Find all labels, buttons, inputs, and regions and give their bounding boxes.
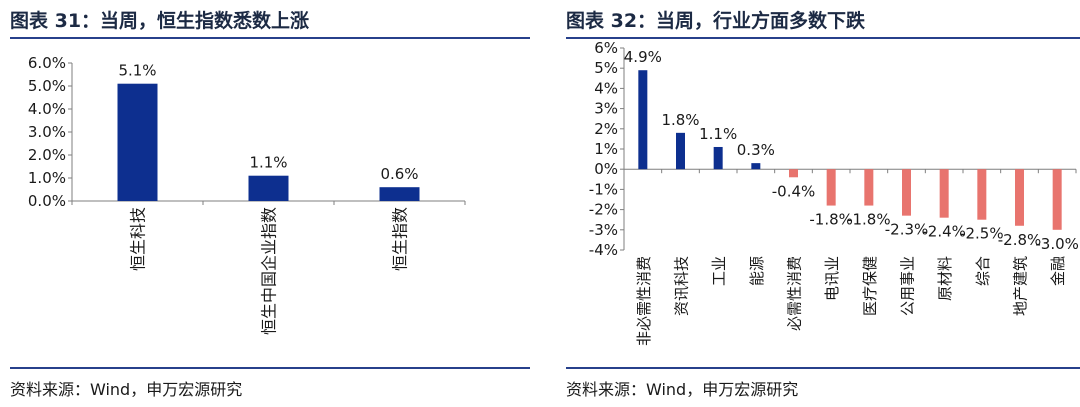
data-label: 1.1% [249, 154, 287, 172]
category-label: 医疗保健 [861, 256, 879, 316]
data-label: -0.4% [772, 182, 816, 200]
data-label: -2.4% [922, 223, 966, 241]
category-label: 综合 [974, 256, 992, 286]
y-tick-label: 3% [594, 100, 618, 118]
category-label: 资讯科技 [673, 256, 691, 316]
y-tick-label: 5% [594, 59, 618, 77]
y-tick-label: 4.0% [28, 100, 66, 118]
data-label: 0.6% [380, 165, 418, 183]
category-label: 金融 [1049, 256, 1067, 286]
y-tick-label: 6% [594, 39, 618, 57]
right-chart-title: 图表 32：当周，行业方面多数下跌 [566, 10, 866, 32]
category-label: 非必需性消费 [635, 256, 653, 346]
y-tick-label: 0% [594, 160, 618, 178]
left-source-note: 资料来源：Wind，申万宏源研究 [10, 380, 243, 399]
bar [864, 169, 874, 206]
y-tick-label: 1% [594, 140, 618, 158]
y-tick-label: 2% [594, 120, 618, 138]
right-source-note: 资料来源：Wind，申万宏源研究 [566, 380, 799, 399]
bar [977, 169, 987, 220]
bar [789, 169, 798, 178]
left-title-rule [10, 37, 530, 39]
y-tick-label: 0.0% [28, 192, 66, 210]
category-label: 恒生中国企业指数 [260, 207, 279, 335]
left-source-rule [10, 367, 530, 369]
category-label: 公用事业 [899, 256, 917, 316]
y-tick-label: -3% [589, 221, 618, 239]
bar [1015, 169, 1024, 226]
category-label: 地产建筑 [1012, 256, 1030, 316]
category-label: 恒生科技 [129, 207, 148, 271]
y-tick-label: 3.0% [28, 123, 66, 141]
y-tick-label: -2% [589, 201, 618, 219]
bar [117, 83, 158, 201]
y-tick-label: 1.0% [28, 169, 66, 187]
data-label: -1.8% [809, 211, 853, 229]
bar [902, 169, 911, 216]
data-label: -1.8% [847, 211, 891, 229]
left-bar-chart: 0.0% 1.0% 2.0% 3.0% 4.0% 5.0% 6.0% 5.1% 恒生科技 1.1%… [28, 54, 466, 335]
bar [751, 163, 761, 170]
data-label: 5.1% [118, 62, 156, 80]
data-label: 0.3% [737, 141, 775, 159]
category-label: 恒生指数 [391, 207, 410, 271]
bar [826, 169, 836, 206]
category-label: 电讯业 [823, 256, 841, 301]
data-label: -2.5% [960, 225, 1004, 243]
data-label: -2.3% [885, 221, 929, 239]
bar [1052, 169, 1062, 230]
data-label: -2.8% [998, 231, 1042, 249]
category-label: 工业 [710, 256, 728, 286]
y-tick-label: 5.0% [28, 77, 66, 95]
left-chart-panel: 图表 31：当周，恒生指数悉数上涨 0.0% 1.0% 2.0% 3.0% 4.0% 5.… [0, 0, 530, 407]
bar [676, 132, 685, 170]
bar [713, 146, 723, 170]
right-chart-panel: 图表 32：当周，行业方面多数下跌 -4% -3% -2% -1% 0% 1% 2% 3% 4%… [556, 0, 1080, 407]
category-label: 原材料 [936, 256, 954, 301]
y-tick-label: 2.0% [28, 146, 66, 164]
right-source-rule [566, 367, 1080, 369]
right-bar-chart: -4% -3% -2% -1% 0% 1% 2% 3% 4% 5% 6% 4.9% 非必需性消费 1.8%… [589, 39, 1079, 346]
data-label: 1.1% [699, 125, 737, 143]
data-label: -3.0% [1035, 235, 1079, 253]
bar [379, 187, 420, 201]
data-label: 1.8% [661, 111, 699, 129]
category-label: 能源 [748, 256, 766, 286]
y-tick-label: 4% [594, 79, 618, 97]
bar [248, 175, 289, 201]
y-tick-label: -4% [589, 241, 618, 259]
y-tick-label: -1% [589, 180, 618, 198]
bar [939, 169, 949, 218]
left-chart-title: 图表 31：当周，恒生指数悉数上涨 [10, 10, 310, 32]
right-title-rule [566, 37, 1080, 39]
bar [638, 70, 648, 170]
category-label: 必需性消费 [786, 256, 804, 331]
data-label: 4.9% [624, 48, 662, 66]
y-tick-label: 6.0% [28, 54, 66, 72]
